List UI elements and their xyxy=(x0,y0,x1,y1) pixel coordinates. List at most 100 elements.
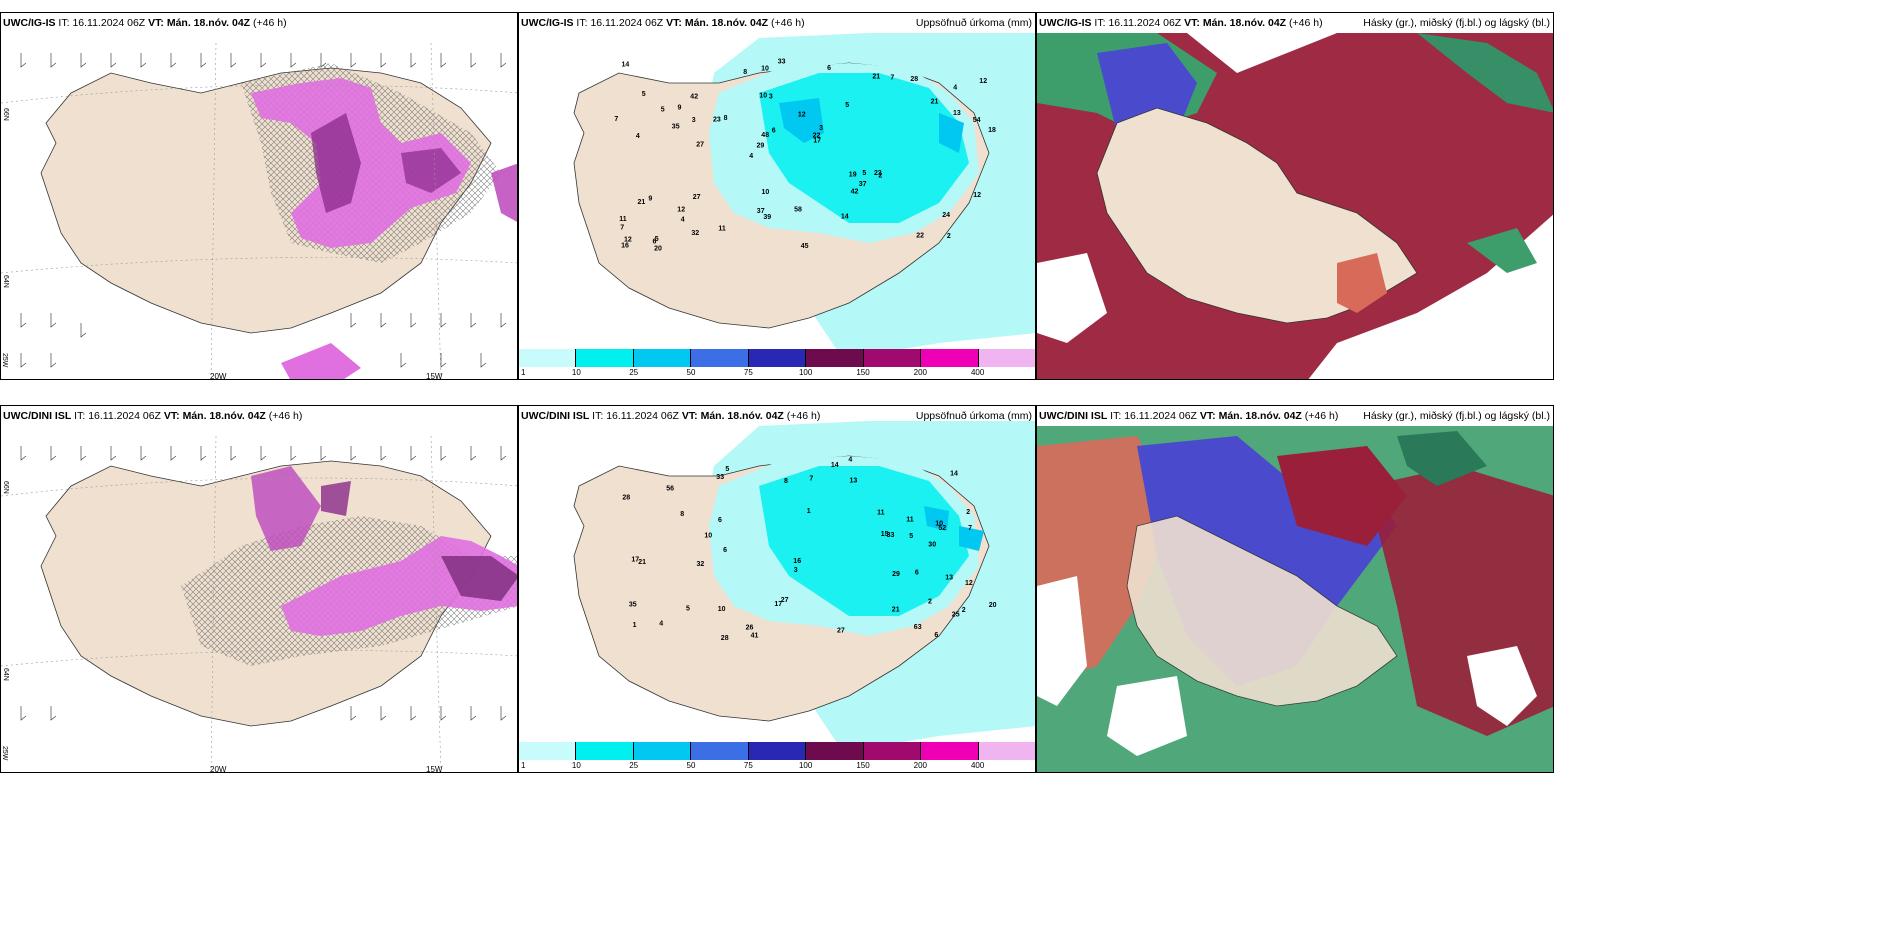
precip-value: 23 xyxy=(713,116,721,123)
colorbar-swatch xyxy=(691,742,749,760)
precip-value: 8 xyxy=(743,69,747,76)
colorbar: 1 10 25 50 75 100 150 200 400 xyxy=(519,742,1035,772)
colorbar-swatch xyxy=(978,742,1035,760)
cloud-map-bottom xyxy=(1037,406,1553,772)
wind-barbs xyxy=(20,53,507,368)
iceland-landmass xyxy=(1126,515,1398,707)
precip-value: 6 xyxy=(723,547,727,554)
precip-value: 21 xyxy=(872,74,880,81)
panel-header: UWC/DINI ISL IT: 16.11.2024 06Z VT: Mán.… xyxy=(3,410,303,422)
precip-value: 28 xyxy=(910,76,918,83)
precip-value: 10 xyxy=(759,93,767,100)
precip-value: 56 xyxy=(666,486,674,493)
precip-value: 12 xyxy=(965,580,973,587)
colorbar-swatch xyxy=(806,349,864,367)
panel-header: UWC/DINI ISL IT: 16.11.2024 06Z VT: Mán.… xyxy=(521,410,821,422)
precip-value: 2 xyxy=(878,173,882,180)
colorbar-label: 10 xyxy=(571,761,581,770)
precip-value: 3 xyxy=(692,117,696,124)
precip-value: 33 xyxy=(887,532,895,539)
precip-value: 6 xyxy=(915,569,919,576)
colorbar-swatch xyxy=(748,742,807,760)
panel-top-left: UWC/IG-IS IT: 16.11.2024 06Z VT: Mán. 18… xyxy=(0,12,518,380)
precip-value: 27 xyxy=(696,141,704,148)
precip-value: 24 xyxy=(942,212,950,219)
precip-value: 10 xyxy=(761,66,769,73)
panel-bottom-left: UWC/DINI ISL IT: 16.11.2024 06Z VT: Mán.… xyxy=(0,405,518,773)
precip-value: 20 xyxy=(989,602,997,609)
precip-value: 12 xyxy=(624,237,632,244)
precip-value: 19 xyxy=(849,171,857,178)
precip-value: 8 xyxy=(680,511,684,518)
precip-value-labels: 2444551012987433251018191329374842212722… xyxy=(614,58,996,252)
colorbar-label: 1 xyxy=(521,368,526,377)
colorbar-swatch xyxy=(748,349,807,367)
precip-value: 4 xyxy=(681,217,685,224)
precip-value: 12 xyxy=(979,78,987,85)
colorbar-label: 400 xyxy=(970,761,985,770)
wind-barbs xyxy=(20,446,507,721)
precip-value: 14 xyxy=(841,214,849,221)
colorbar-swatch xyxy=(519,349,577,367)
panel-header: UWC/IG-IS IT: 16.11.2024 06Z VT: Mán. 18… xyxy=(1039,17,1323,29)
precip-value: 10 xyxy=(935,521,943,528)
precip-value: 1 xyxy=(807,508,811,515)
precip-value: 5 xyxy=(686,605,690,612)
precip-value: 28 xyxy=(622,495,630,502)
lon-20w-label: 20W xyxy=(210,372,227,380)
lon-20w-label: 20W xyxy=(210,765,227,773)
lon-15w-label: 15W xyxy=(426,765,443,773)
lon-25w-label: 25W xyxy=(1,746,8,761)
lat-64n-label: 64N xyxy=(2,668,9,681)
precip-value: 17 xyxy=(813,138,821,145)
precip-value: 12 xyxy=(798,111,806,118)
lon-25w-label: 25W xyxy=(1,353,8,368)
wind-snow-map: 20W 15W 66N 64N 25W xyxy=(1,13,517,380)
colorbar-label: 50 xyxy=(686,368,696,377)
panel-header: UWC/IG-IS IT: 16.11.2024 06Z VT: Mán. 18… xyxy=(3,17,287,29)
colorbar-swatch xyxy=(519,742,577,760)
colorbar: 1 10 25 50 75 100 150 200 400 xyxy=(519,349,1035,379)
panel-bottom-right: UWC/DINI ISL IT: 16.11.2024 06Z VT: Mán.… xyxy=(1036,405,1554,773)
lon-15w-label: 15W xyxy=(426,372,443,380)
precip-value: 21 xyxy=(892,606,900,613)
colorbar-label: 75 xyxy=(743,761,753,770)
precip-value: 2 xyxy=(928,599,932,606)
precip-value: 21 xyxy=(638,199,646,206)
precip-value: 16 xyxy=(793,558,801,565)
colorbar-label: 200 xyxy=(913,761,928,770)
colorbar-swatch xyxy=(921,742,979,760)
precip-value: 11 xyxy=(718,225,726,232)
precip-value: 9 xyxy=(678,105,682,112)
precip-value: 14 xyxy=(831,462,839,469)
precip-value: 27 xyxy=(693,194,701,201)
cloud-map-top xyxy=(1037,13,1553,379)
colorbar-swatch xyxy=(633,349,692,367)
colorbar-label: 10 xyxy=(571,368,581,377)
precip-value: 21 xyxy=(638,559,646,566)
precip-value: 42 xyxy=(851,189,859,196)
precip-value: 5 xyxy=(655,236,659,243)
precip-value: 4 xyxy=(953,84,957,91)
precip-value: 29 xyxy=(892,571,900,578)
wind-snow-map-bottom: 20W 15W 66N 64N 25W xyxy=(1,406,517,773)
precip-value: 33 xyxy=(716,474,724,481)
precip-value: 18 xyxy=(988,127,996,134)
precip-value: 20 xyxy=(654,246,662,253)
precip-value: 22 xyxy=(813,132,821,139)
panel-top-right: UWC/IG-IS IT: 16.11.2024 06Z VT: Mán. 18… xyxy=(1036,12,1554,380)
colorbar-label: 100 xyxy=(798,368,813,377)
precip-value: 5 xyxy=(862,170,866,177)
panel-bottom-middle: UWC/DINI ISL IT: 16.11.2024 06Z VT: Mán.… xyxy=(518,405,1036,773)
precip-value: 35 xyxy=(629,601,637,608)
precip-value: 45 xyxy=(801,243,809,250)
precip-value: 10 xyxy=(704,533,712,540)
precip-value: 11 xyxy=(906,517,914,524)
precip-value: 6 xyxy=(827,65,831,72)
precip-value: 17 xyxy=(631,556,639,563)
precip-value: 5 xyxy=(661,106,665,113)
colorbar-swatch xyxy=(978,349,1035,367)
panel-variable-title: Hásky (gr.), miðský (fj.bl.) og lágský (… xyxy=(1363,17,1550,29)
colorbar-label: 150 xyxy=(856,368,870,377)
panel-variable-title: Hásky (gr.), miðský (fj.bl.) og lágský (… xyxy=(1363,410,1550,422)
